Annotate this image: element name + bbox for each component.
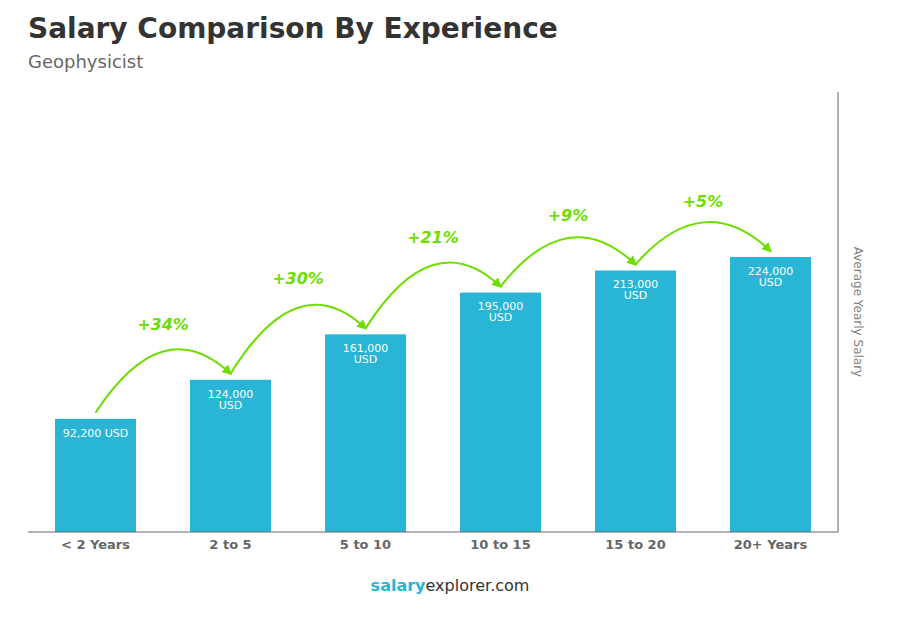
svg-text:5 to 10: 5 to 10: [340, 537, 391, 552]
svg-text:92,200 USD: 92,200 USD: [63, 427, 129, 440]
svg-text:+9%: +9%: [548, 206, 589, 225]
svg-text:< 2 Years: < 2 Years: [61, 537, 130, 552]
html-text:Salary Comparison By Experienc: Salary Comparison By Experience: [28, 12, 558, 45]
svg-text:10 to 15: 10 to 15: [470, 537, 530, 552]
svg-text:213,000USD: 213,000USD: [613, 278, 659, 302]
svg-text:+21%: +21%: [407, 228, 459, 247]
svg-text:15 to 20: 15 to 20: [605, 537, 665, 552]
svg-text:2 to 5: 2 to 5: [209, 537, 251, 552]
svg-text:+30%: +30%: [272, 269, 324, 288]
svg-text:124,000USD: 124,000USD: [208, 388, 254, 412]
svg-text:195,000USD: 195,000USD: [478, 300, 524, 324]
svg-text:161,000USD: 161,000USD: [343, 342, 389, 366]
html-text:salary explorer.com: salary explorer.com: [370, 576, 530, 595]
svg-text:20+ Years: 20+ Years: [734, 537, 808, 552]
html-text:Geophysicist: Geophysicist: [28, 51, 144, 72]
svg-text:Average Yearly Salary: Average Yearly Salary: [851, 247, 865, 377]
svg-text:+34%: +34%: [137, 315, 189, 334]
svg-text:+5%: +5%: [683, 192, 724, 211]
svg-text:224,000USD: 224,000USD: [748, 265, 794, 289]
